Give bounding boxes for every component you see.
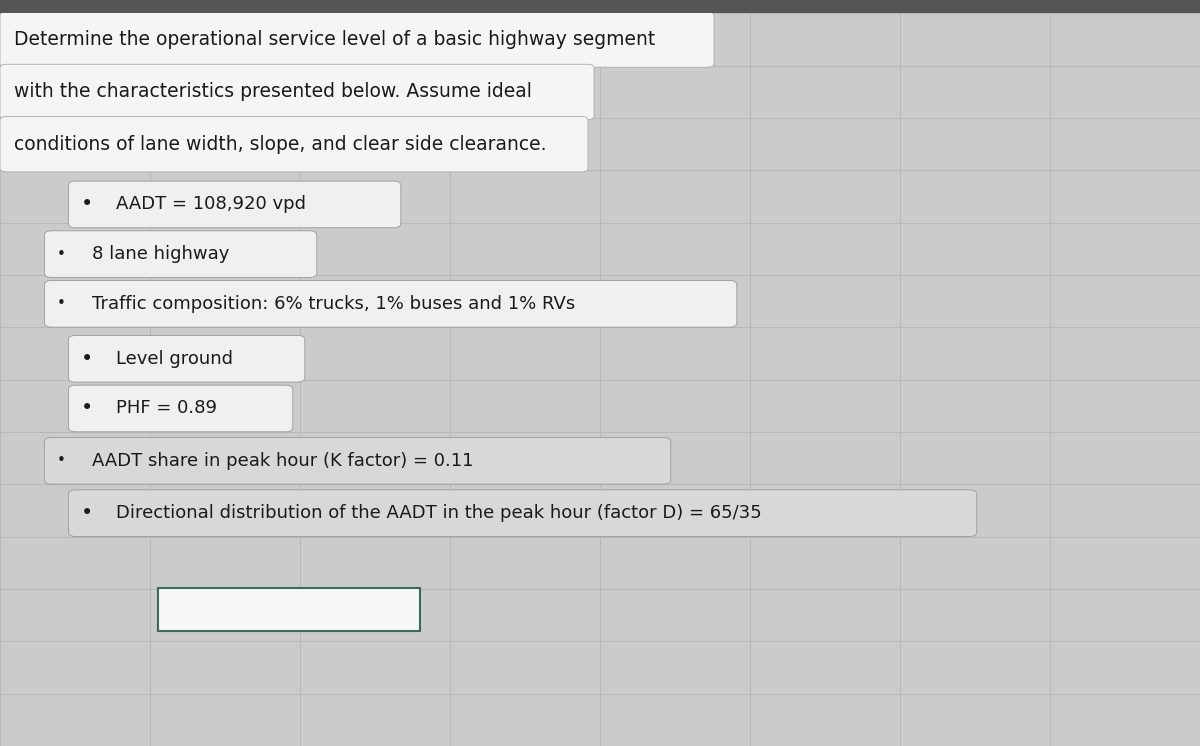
Bar: [157, 588, 420, 631]
Text: •: •: [56, 454, 65, 468]
Text: conditions of lane width, slope, and clear side clearance.: conditions of lane width, slope, and cle…: [14, 135, 547, 154]
FancyBboxPatch shape: [0, 12, 714, 67]
FancyBboxPatch shape: [68, 385, 293, 432]
Text: •: •: [80, 503, 92, 523]
Text: Traffic composition: 6% trucks, 1% buses and 1% RVs: Traffic composition: 6% trucks, 1% buses…: [92, 295, 576, 313]
FancyBboxPatch shape: [0, 116, 588, 172]
Text: Directional distribution of the AADT in the peak hour (factor D) = 65/35: Directional distribution of the AADT in …: [116, 504, 762, 522]
Text: •: •: [56, 247, 65, 262]
Text: Level ground: Level ground: [116, 350, 233, 368]
Text: 8 lane highway: 8 lane highway: [92, 245, 229, 263]
Text: PHF = 0.89: PHF = 0.89: [116, 400, 217, 418]
Text: •: •: [80, 349, 92, 369]
FancyBboxPatch shape: [68, 181, 401, 228]
FancyBboxPatch shape: [44, 280, 737, 327]
Text: AADT = 108,920 vpd: AADT = 108,920 vpd: [116, 195, 306, 213]
Text: with the characteristics presented below. Assume ideal: with the characteristics presented below…: [14, 82, 533, 101]
FancyBboxPatch shape: [68, 490, 977, 536]
Text: •: •: [80, 398, 92, 419]
FancyBboxPatch shape: [44, 437, 671, 484]
FancyBboxPatch shape: [0, 64, 594, 119]
Text: •: •: [56, 296, 65, 311]
Text: AADT share in peak hour (K factor) = 0.11: AADT share in peak hour (K factor) = 0.1…: [92, 452, 474, 470]
Bar: [0, 0, 1200, 13]
Text: •: •: [80, 195, 92, 214]
Text: Determine the operational service level of a basic highway segment: Determine the operational service level …: [14, 30, 655, 49]
FancyBboxPatch shape: [44, 231, 317, 278]
FancyBboxPatch shape: [68, 336, 305, 382]
